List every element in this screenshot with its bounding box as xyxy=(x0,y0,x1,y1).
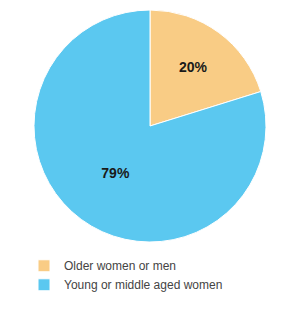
svg-text:79%: 79% xyxy=(101,165,130,181)
svg-text:Young or middle aged women: Young or middle aged women xyxy=(64,278,222,292)
svg-text:Older women or men: Older women or men xyxy=(64,259,176,273)
svg-text:20%: 20% xyxy=(179,59,208,75)
